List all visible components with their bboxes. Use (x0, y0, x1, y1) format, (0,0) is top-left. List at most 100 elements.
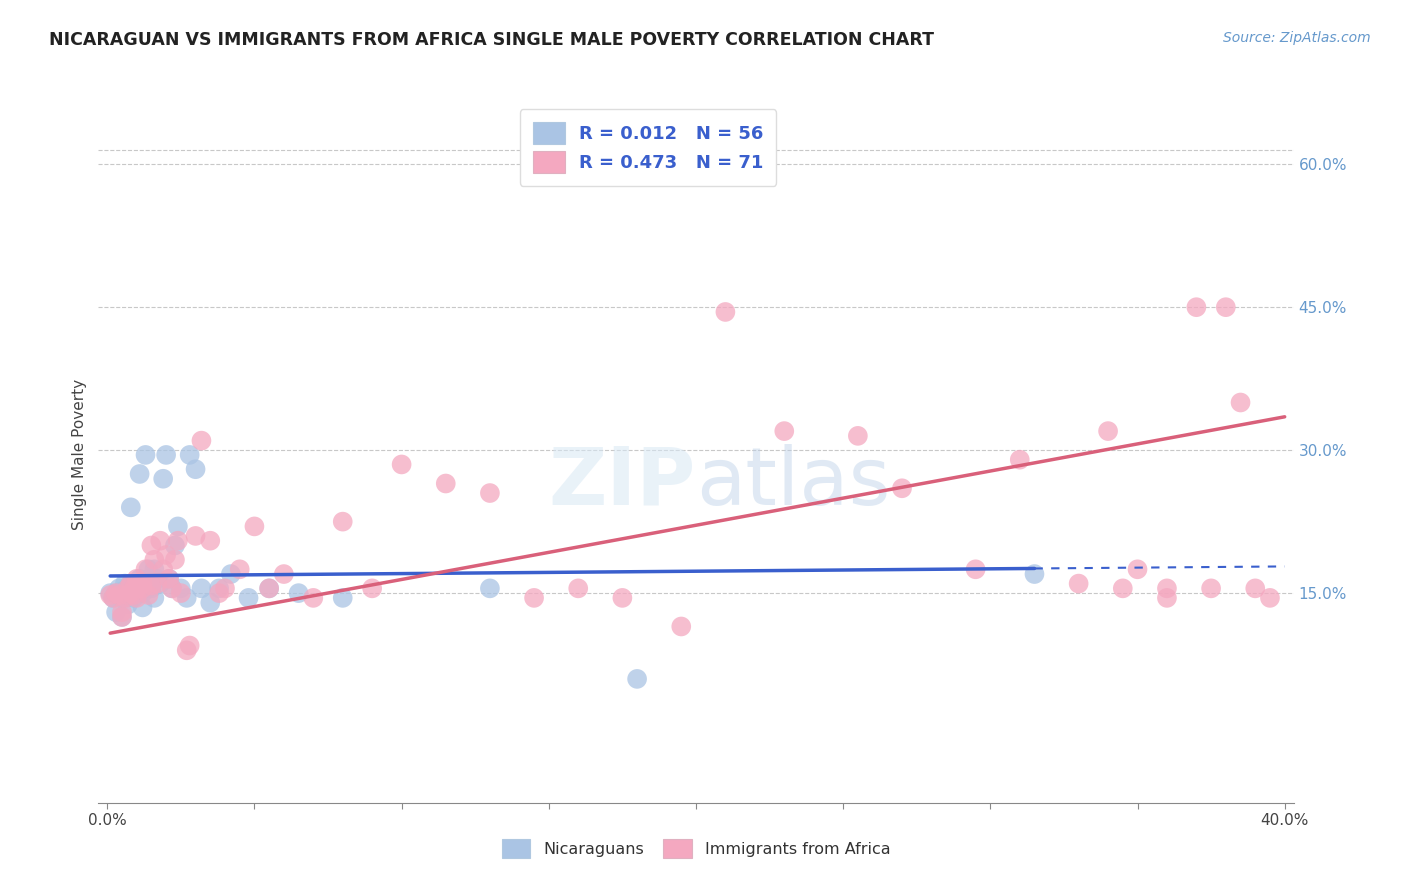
Point (117, 582, 139, 596)
Point (332, 515, 354, 529)
Point (200, 596, 222, 610)
Point (122, 582, 145, 596)
Point (257, 582, 280, 596)
Point (138, 572, 160, 586)
Point (773, 424, 796, 438)
Point (146, 572, 169, 586)
Point (1244, 582, 1267, 596)
Point (1112, 582, 1135, 596)
Point (1008, 452, 1031, 467)
Point (120, 576, 142, 591)
Point (190, 434, 212, 448)
Point (125, 591, 148, 605)
Point (125, 572, 148, 586)
Point (114, 576, 136, 591)
Point (332, 591, 354, 605)
Point (478, 486, 501, 500)
Point (134, 562, 156, 576)
Point (567, 582, 589, 596)
Point (101, 591, 124, 605)
Point (128, 467, 150, 481)
Point (143, 562, 166, 576)
Point (111, 584, 134, 599)
Point (152, 562, 174, 576)
Point (138, 562, 160, 576)
Point (190, 582, 212, 596)
Point (200, 533, 222, 548)
Point (111, 610, 134, 624)
Point (612, 591, 634, 605)
Point (163, 539, 186, 553)
Point (105, 586, 128, 600)
Point (134, 448, 156, 462)
Point (120, 576, 142, 591)
Point (1229, 395, 1251, 409)
Point (108, 582, 131, 596)
Point (1185, 300, 1208, 314)
Point (131, 586, 153, 600)
Point (228, 562, 250, 576)
Text: NICARAGUAN VS IMMIGRANTS FROM AFRICA SINGLE MALE POVERTY CORRELATION CHART: NICARAGUAN VS IMMIGRANTS FROM AFRICA SIN… (49, 31, 934, 49)
Point (146, 576, 169, 591)
Point (117, 586, 139, 600)
Point (391, 458, 413, 472)
Point (143, 553, 166, 567)
Point (128, 578, 150, 592)
Point (714, 305, 737, 319)
Point (117, 598, 139, 612)
Point (176, 591, 198, 605)
Point (131, 600, 153, 615)
Point (152, 472, 174, 486)
Point (1156, 582, 1178, 596)
Point (155, 448, 177, 462)
Point (219, 567, 242, 582)
Point (149, 576, 172, 591)
Point (478, 582, 501, 596)
Point (184, 529, 207, 543)
Point (184, 462, 207, 476)
Point (214, 582, 236, 596)
Point (208, 586, 231, 600)
Point (101, 591, 124, 605)
Point (141, 578, 163, 592)
Point (122, 588, 145, 602)
Point (98, 586, 121, 600)
Point (111, 605, 134, 619)
Point (125, 582, 148, 596)
Point (626, 672, 648, 686)
Point (122, 582, 145, 596)
Point (1156, 591, 1178, 605)
Point (671, 619, 693, 633)
Point (149, 533, 172, 548)
Point (1067, 576, 1090, 591)
Point (176, 643, 198, 657)
Point (120, 500, 142, 515)
Point (160, 582, 183, 596)
Point (141, 539, 163, 553)
Point (361, 582, 384, 596)
Point (167, 519, 190, 533)
Point (157, 572, 180, 586)
Point (238, 591, 260, 605)
Point (117, 588, 139, 602)
Point (273, 567, 295, 582)
Point (134, 582, 156, 596)
Point (143, 591, 166, 605)
Point (141, 582, 163, 596)
Point (108, 588, 131, 602)
Point (167, 533, 190, 548)
Point (257, 582, 280, 596)
Text: atlas: atlas (696, 443, 890, 522)
Point (105, 586, 128, 600)
Point (111, 610, 134, 624)
Point (114, 591, 136, 605)
Point (1215, 300, 1237, 314)
Point (1199, 582, 1222, 596)
Point (114, 591, 136, 605)
Point (434, 476, 457, 491)
Point (243, 519, 266, 533)
Y-axis label: Single Male Poverty: Single Male Poverty (72, 379, 87, 531)
Point (287, 586, 309, 600)
Point (114, 588, 136, 602)
Point (108, 588, 131, 602)
